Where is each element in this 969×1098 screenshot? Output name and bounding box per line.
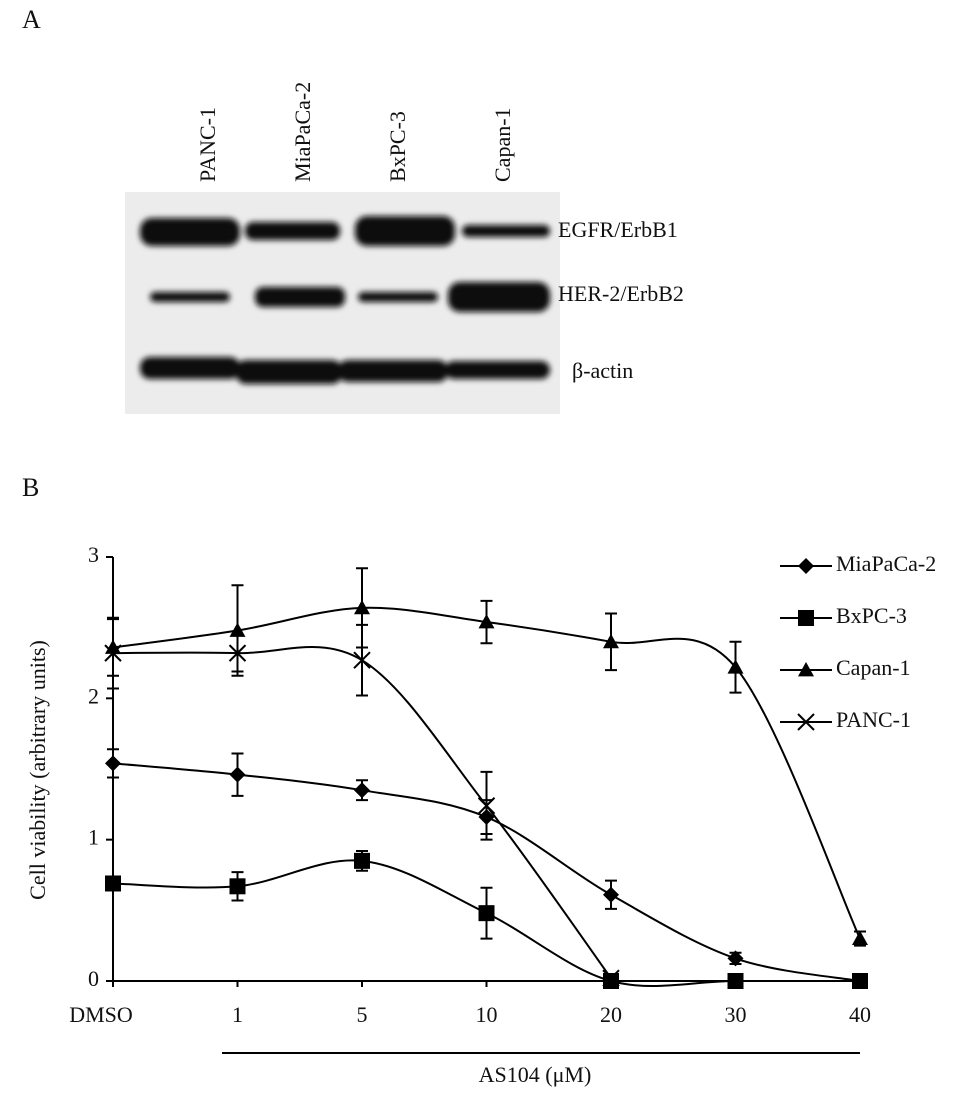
- y-tick-label: 0: [88, 966, 99, 991]
- marker: [727, 973, 744, 989]
- y-tick-label: 3: [88, 542, 99, 567]
- marker: [477, 797, 496, 815]
- band-label: HER-2/ErbB2: [558, 281, 684, 306]
- x-tick-label: 1: [232, 1002, 243, 1027]
- lane-label: PANC-1: [195, 107, 220, 182]
- marker: [354, 852, 370, 869]
- marker: [478, 614, 495, 629]
- marker: [603, 633, 619, 649]
- legend-label: MiaPaCa-2: [836, 551, 936, 576]
- marker: [104, 644, 122, 662]
- marker: [798, 558, 814, 574]
- legend-label: PANC-1: [836, 707, 911, 732]
- marker: [105, 755, 121, 772]
- marker: [798, 662, 814, 677]
- marker: [353, 651, 371, 669]
- y-tick-label: 2: [88, 683, 99, 708]
- marker: [727, 950, 744, 967]
- y-axis-label: Cell viability (arbitrary units): [25, 640, 50, 900]
- series-line: [112, 646, 612, 979]
- marker: [798, 610, 814, 626]
- x-tick-label: 5: [357, 1002, 368, 1027]
- y-tick-label: 1: [88, 825, 99, 850]
- marker: [354, 782, 370, 799]
- western-blot: [125, 192, 560, 414]
- lane-label: MiaPaCa-2: [290, 82, 315, 182]
- legend-label: Capan-1: [836, 655, 911, 680]
- lane-label: BxPC-3: [385, 111, 410, 182]
- marker: [603, 886, 619, 903]
- band-label: β-actin: [572, 358, 633, 383]
- x-tick-label: 20: [600, 1002, 622, 1027]
- x-tick-label: DMSO: [69, 1002, 133, 1027]
- marker: [354, 599, 370, 615]
- legend-label: BxPC-3: [836, 603, 907, 628]
- marker: [228, 644, 247, 662]
- band-label: EGFR/ErbB1: [558, 217, 678, 242]
- blot-bands: [140, 216, 550, 384]
- marker: [229, 622, 246, 637]
- marker: [602, 969, 620, 987]
- marker: [727, 659, 744, 674]
- marker: [852, 973, 868, 989]
- x-axis-label: AS104 (μM): [479, 1062, 592, 1087]
- marker: [105, 875, 121, 892]
- panel-label: B: [22, 473, 39, 502]
- x-tick-label: 30: [725, 1002, 747, 1027]
- marker: [603, 973, 619, 989]
- panel-label: A: [22, 5, 41, 34]
- x-tick-label: 10: [476, 1002, 498, 1027]
- lane-label: Capan-1: [490, 107, 515, 182]
- x-tick-label: 40: [849, 1002, 871, 1027]
- marker: [229, 878, 246, 895]
- marker: [478, 905, 495, 922]
- marker: [797, 713, 815, 731]
- marker: [852, 930, 868, 945]
- marker: [229, 766, 246, 783]
